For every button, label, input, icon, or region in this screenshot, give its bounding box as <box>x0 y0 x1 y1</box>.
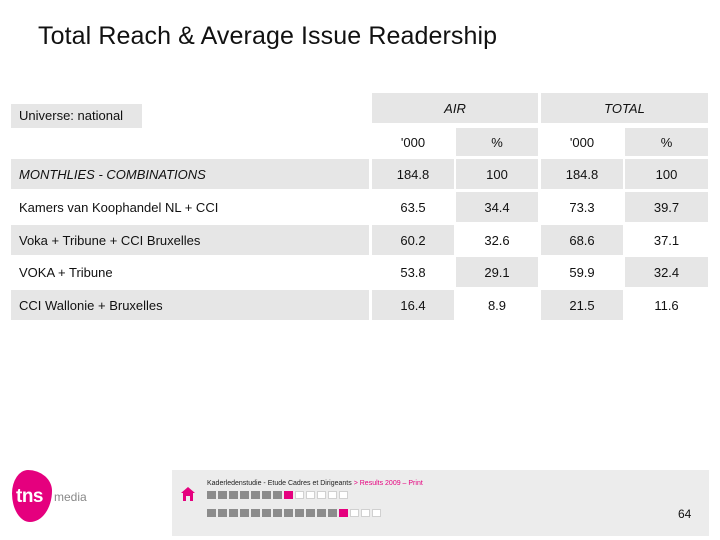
logo-media-text: media <box>54 490 87 504</box>
nav-square[interactable] <box>284 509 293 517</box>
table-row-label: Voka + Tribune + CCI Bruxelles <box>11 225 369 255</box>
section-header-value: 184.8 <box>372 159 454 189</box>
section-header-value: 184.8 <box>541 159 623 189</box>
nav-square[interactable] <box>218 509 227 517</box>
nav-square[interactable] <box>317 509 326 517</box>
table-cell: 60.2 <box>372 225 454 255</box>
nav-square[interactable] <box>295 509 304 517</box>
section-header-value: 100 <box>625 159 708 189</box>
nav-square[interactable] <box>317 491 326 499</box>
nav-square[interactable] <box>306 509 315 517</box>
table-cell: 68.6 <box>541 225 623 255</box>
unit-header-total-thousands: '000 <box>569 134 595 150</box>
footer-path: Results 2009 – Print <box>359 480 423 487</box>
table-cell: 34.4 <box>456 192 538 222</box>
table-cell: 53.8 <box>400 264 426 280</box>
section-header-label: MONTHLIES - COMBINATIONS <box>11 159 369 189</box>
nav-square[interactable] <box>306 491 315 499</box>
table-cell: 32.6 <box>484 232 510 248</box>
table-cell: 73.3 <box>569 199 595 215</box>
nav-square[interactable] <box>229 491 238 499</box>
table-cell: 8.9 <box>487 297 507 313</box>
table-cell: 21.5 <box>541 290 623 320</box>
nav-square[interactable] <box>339 509 348 517</box>
footer-bar <box>172 470 709 536</box>
nav-square[interactable] <box>350 509 359 517</box>
group-header-total: TOTAL <box>541 93 708 123</box>
nav-square[interactable] <box>273 491 282 499</box>
table-cell: 37.1 <box>653 232 680 248</box>
footer-breadcrumb: Kaderledenstudie - Etude Cadres et Dirig… <box>207 480 423 487</box>
nav-square[interactable] <box>273 509 282 517</box>
unit-header-air-thousands: '000 <box>400 134 426 150</box>
nav-square[interactable] <box>372 509 381 517</box>
group-header-air: AIR <box>372 93 538 123</box>
home-icon[interactable] <box>180 486 196 502</box>
footer-separator: > <box>351 480 360 487</box>
nav-square[interactable] <box>361 509 370 517</box>
nav-square[interactable] <box>262 509 271 517</box>
table-row-label: CCI Wallonie + Bruxelles <box>11 290 369 320</box>
nav-square[interactable] <box>229 509 238 517</box>
nav-square[interactable] <box>218 491 227 499</box>
section-header-value: 100 <box>456 159 538 189</box>
table-cell: 39.7 <box>625 192 708 222</box>
table-cell: 63.5 <box>400 199 426 215</box>
nav-square[interactable] <box>207 509 216 517</box>
nav-square[interactable] <box>207 491 216 499</box>
nav-square[interactable] <box>251 491 260 499</box>
nav-square[interactable] <box>262 491 271 499</box>
table-row-label: VOKA + Tribune <box>19 264 113 280</box>
nav-square[interactable] <box>240 509 249 517</box>
unit-header-total-percent: % <box>625 128 708 156</box>
logo-tns-text: tns <box>16 486 44 507</box>
table-cell: 29.1 <box>456 257 538 287</box>
page-title: Total Reach & Average Issue Readership <box>38 22 498 50</box>
universe-label: Universe: national <box>11 104 142 128</box>
tns-media-logo: tns media <box>8 470 88 526</box>
footer-source: Kaderledenstudie - Etude Cadres et Dirig… <box>207 480 352 487</box>
table-cell: 11.6 <box>654 297 679 313</box>
nav-square[interactable] <box>284 491 293 499</box>
nav-square[interactable] <box>339 491 348 499</box>
nav-square[interactable] <box>295 491 304 499</box>
nav-square[interactable] <box>240 491 249 499</box>
unit-header-air-percent: % <box>456 128 538 156</box>
table-cell: 16.4 <box>372 290 454 320</box>
table-row-label: Kamers van Koophandel NL + CCI <box>19 199 219 215</box>
table-cell: 32.4 <box>625 257 708 287</box>
nav-square[interactable] <box>328 491 337 499</box>
table-cell: 59.9 <box>569 264 595 280</box>
nav-square[interactable] <box>251 509 260 517</box>
page-number: 64 <box>678 507 692 521</box>
nav-square[interactable] <box>328 509 337 517</box>
